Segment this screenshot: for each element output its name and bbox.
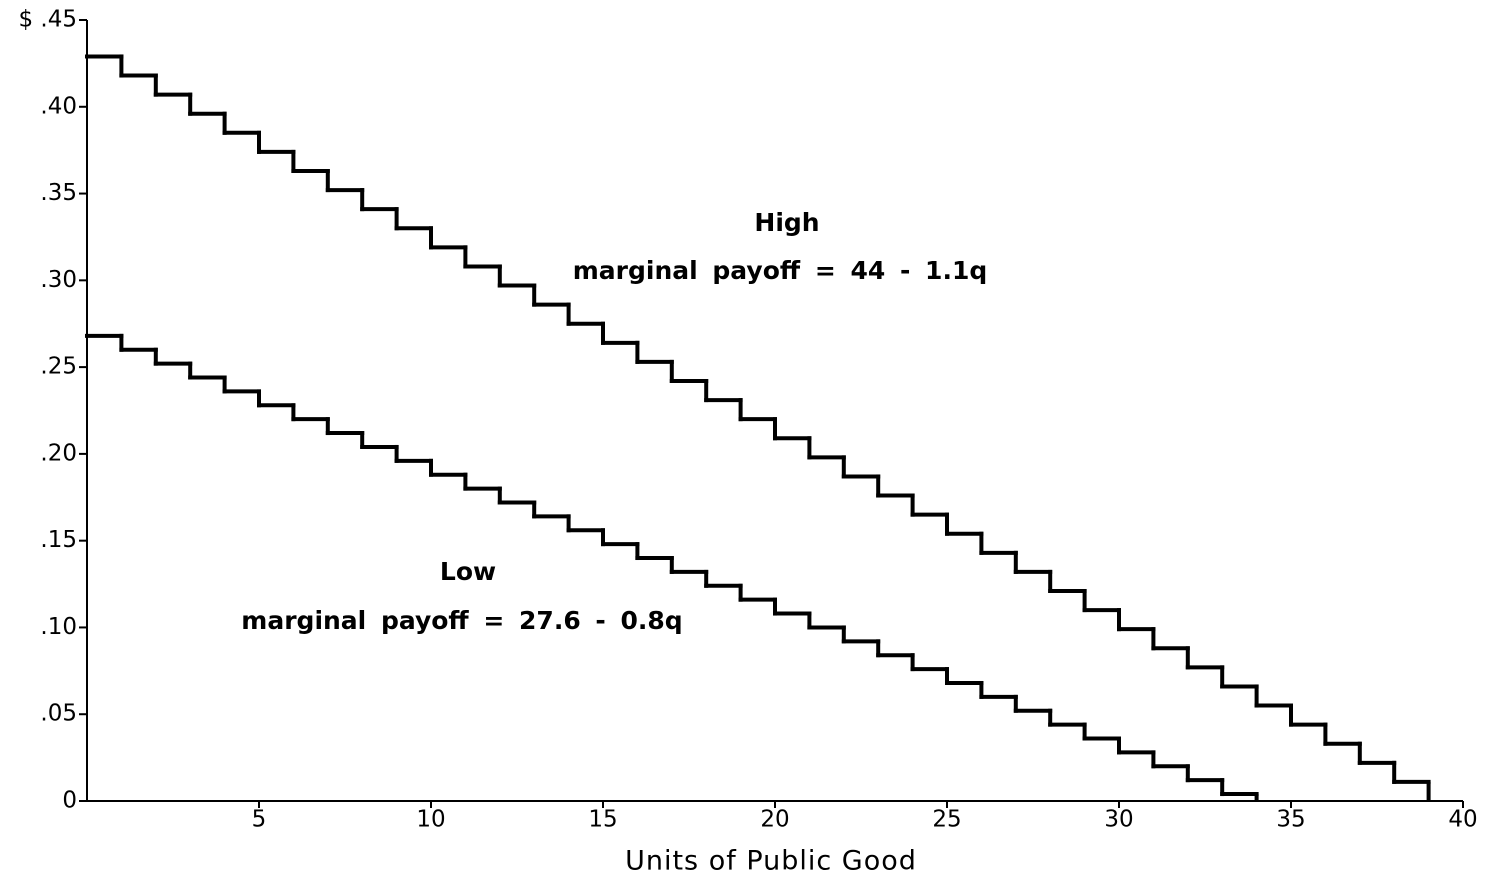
y-tick-label: .10 bbox=[40, 614, 77, 640]
x-tick-label: 5 bbox=[252, 807, 267, 833]
series-label: Low bbox=[440, 557, 496, 586]
y-tick-label: .15 bbox=[40, 527, 77, 553]
y-tick-label: .35 bbox=[40, 180, 77, 206]
y-tick-label: .05 bbox=[40, 701, 77, 727]
y-tick-label: $ .45 bbox=[18, 7, 77, 33]
x-tick-label: 40 bbox=[1448, 807, 1477, 833]
x-tick-label: 10 bbox=[416, 807, 445, 833]
series-annotation: marginal payoff = 27.6 - 0.8q bbox=[241, 606, 682, 635]
series-annotation: marginal payoff = 44 - 1.1q bbox=[573, 256, 988, 285]
x-tick-label: 25 bbox=[932, 807, 961, 833]
y-tick-label: .40 bbox=[40, 93, 77, 119]
x-tick-label: 15 bbox=[588, 807, 617, 833]
y-tick-label: 0 bbox=[62, 788, 77, 814]
series-label: High bbox=[754, 208, 819, 237]
x-axis-label: Units of Public Good bbox=[625, 846, 917, 877]
y-tick-label: .20 bbox=[40, 440, 77, 466]
y-tick-label: .25 bbox=[40, 354, 77, 380]
x-tick-label: 20 bbox=[760, 807, 789, 833]
x-tick-label: 35 bbox=[1276, 807, 1305, 833]
y-tick-label: .30 bbox=[40, 267, 77, 293]
x-tick-label: 30 bbox=[1104, 807, 1133, 833]
